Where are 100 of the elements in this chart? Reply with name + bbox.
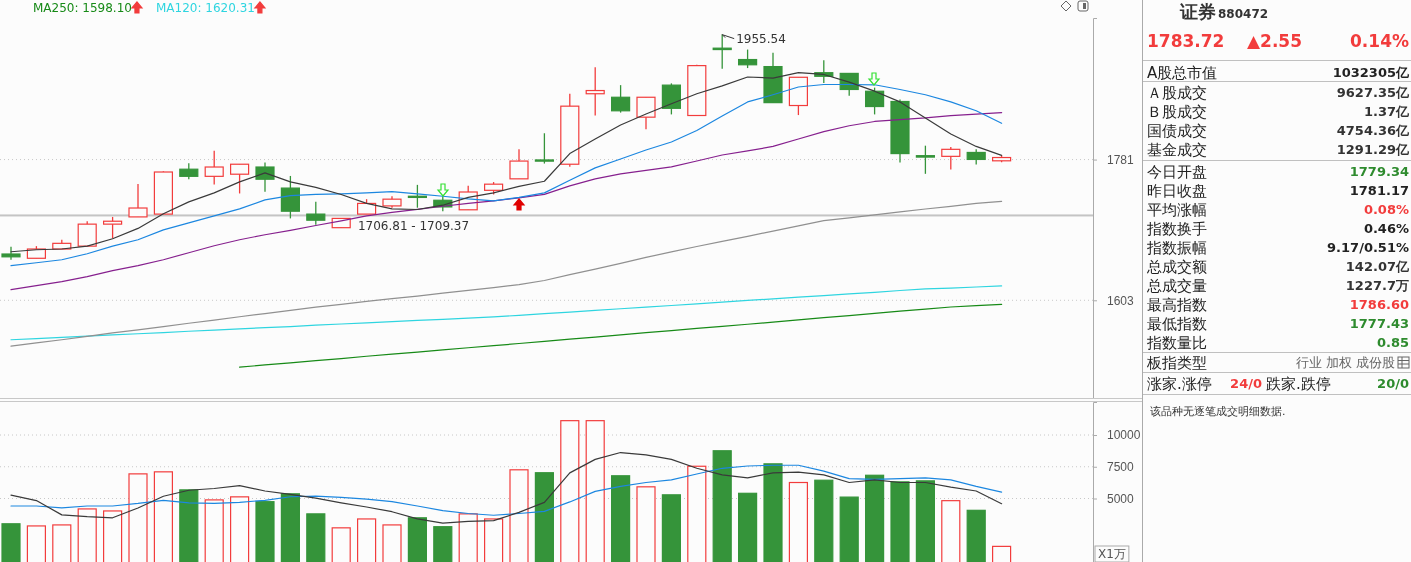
bar bbox=[407, 517, 427, 562]
text: 9627.35亿 bbox=[1336, 85, 1409, 100]
bar bbox=[382, 524, 402, 562]
bar bbox=[992, 545, 1012, 562]
line-series bbox=[10, 285, 1003, 341]
text: MA250: 1598.10 bbox=[33, 1, 132, 15]
category-label: 涨家.涨停 bbox=[1147, 375, 1212, 393]
bar bbox=[966, 509, 986, 562]
bar bbox=[661, 494, 681, 562]
y-tick-label: 10000 bbox=[1107, 428, 1141, 443]
text: 0.85 bbox=[1376, 335, 1409, 350]
text: 1783.72 bbox=[1147, 31, 1225, 51]
category-label: 国债成交 bbox=[1147, 122, 1207, 140]
text: 0.14% bbox=[1350, 31, 1409, 51]
category-label: 基金成交 bbox=[1147, 141, 1207, 159]
text: 4754.36亿 bbox=[1336, 123, 1409, 138]
category-label: 指数量比 bbox=[1146, 334, 1207, 352]
candlestick bbox=[128, 183, 148, 218]
bar bbox=[839, 496, 859, 562]
category-label: 总成交额 bbox=[1146, 258, 1207, 276]
bar bbox=[103, 510, 123, 562]
line-series bbox=[10, 200, 1003, 347]
text: 行业 加权 成份股 bbox=[1295, 355, 1395, 370]
bar bbox=[865, 474, 885, 562]
candlestick bbox=[77, 220, 97, 247]
text: 880472 bbox=[1218, 7, 1269, 21]
category-label: 平均涨幅 bbox=[1147, 201, 1207, 219]
bar bbox=[128, 473, 148, 562]
text: 24/0 bbox=[1230, 376, 1262, 391]
category-label: 昨日收盘 bbox=[1147, 182, 1207, 200]
bar bbox=[230, 496, 250, 562]
bar bbox=[941, 500, 961, 562]
bar bbox=[611, 475, 631, 562]
line-series bbox=[239, 303, 1003, 368]
bar bbox=[712, 450, 732, 562]
bar bbox=[458, 513, 478, 562]
text: 1227.7万 bbox=[1345, 278, 1409, 293]
text: 1291.29亿 bbox=[1336, 142, 1409, 157]
bar bbox=[204, 499, 224, 562]
category-label: 指数换手 bbox=[1146, 220, 1207, 238]
candlestick bbox=[509, 148, 529, 180]
text: 1032305亿 bbox=[1332, 65, 1409, 80]
text: 证券 bbox=[1179, 1, 1216, 22]
text: 0.46% bbox=[1363, 221, 1409, 236]
bar bbox=[26, 525, 46, 562]
text: 20/0 bbox=[1377, 376, 1409, 391]
category-label: A股总市值 bbox=[1147, 64, 1218, 82]
category-label: 指数振幅 bbox=[1146, 239, 1207, 257]
line-series bbox=[10, 464, 1003, 516]
bar bbox=[280, 493, 300, 562]
bar bbox=[814, 479, 834, 562]
candlestick bbox=[103, 216, 123, 240]
bar bbox=[788, 481, 808, 562]
category-label: 最低指数 bbox=[1147, 315, 1207, 333]
text: MA120: 1620.31 bbox=[155, 1, 255, 15]
candlestick bbox=[611, 84, 631, 114]
bar bbox=[52, 524, 72, 562]
candlestick bbox=[915, 145, 935, 175]
bar bbox=[77, 508, 97, 562]
y-axis-title: X1万 bbox=[1098, 547, 1126, 561]
candlestick bbox=[738, 48, 758, 69]
category-label: Ａ股成交 bbox=[1147, 84, 1207, 102]
text: 1786.60 bbox=[1349, 297, 1409, 312]
bar bbox=[306, 513, 326, 562]
bar bbox=[179, 489, 199, 562]
category-label: 跌家.跌停 bbox=[1266, 375, 1331, 393]
bar bbox=[560, 420, 580, 562]
y-tick-label: 1603 bbox=[1107, 293, 1135, 308]
bar bbox=[763, 463, 783, 562]
candlestick bbox=[534, 132, 554, 165]
bar bbox=[915, 480, 935, 562]
category-label: 最高指数 bbox=[1147, 296, 1207, 314]
candlestick bbox=[204, 150, 224, 186]
text: 1779.34 bbox=[1349, 164, 1409, 179]
text: 0.08% bbox=[1363, 202, 1409, 217]
bar bbox=[1, 523, 21, 562]
bar bbox=[255, 501, 275, 562]
bar bbox=[484, 518, 504, 562]
category-label: 今日开盘 bbox=[1147, 163, 1207, 181]
category-label: 板指类型 bbox=[1146, 354, 1207, 372]
bar bbox=[636, 486, 656, 562]
bar bbox=[687, 465, 707, 562]
candlestick bbox=[585, 66, 605, 117]
annotation: 1955.54 bbox=[736, 31, 786, 46]
band-label: 1706.81 - 1709.37 bbox=[357, 219, 470, 234]
bar bbox=[153, 471, 173, 562]
y-tick-label: 7500 bbox=[1107, 460, 1135, 475]
candlestick bbox=[306, 201, 326, 226]
candlestick bbox=[636, 96, 656, 131]
candlestick bbox=[941, 146, 961, 171]
text: 1781.17 bbox=[1349, 183, 1409, 198]
y-tick-label: 1781 bbox=[1107, 152, 1135, 167]
y-tick-label: 5000 bbox=[1107, 491, 1135, 506]
candlestick bbox=[661, 82, 681, 116]
bar bbox=[585, 420, 605, 562]
bar bbox=[890, 481, 910, 562]
bar bbox=[433, 526, 453, 562]
bar bbox=[331, 527, 351, 562]
candlestick bbox=[1, 246, 21, 261]
text: 9.17/0.51% bbox=[1327, 240, 1409, 255]
